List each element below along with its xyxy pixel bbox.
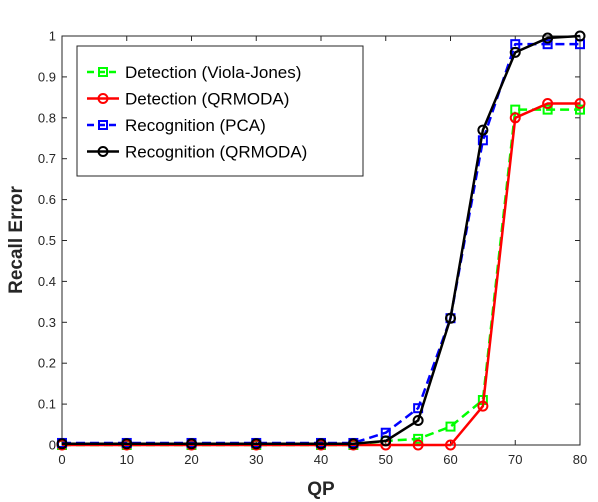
data-point xyxy=(380,435,392,447)
y-tick-label: 0.6 xyxy=(38,192,56,207)
data-point xyxy=(315,438,327,450)
y-tick-label: 0.8 xyxy=(38,110,56,125)
x-tick-label: 40 xyxy=(314,452,328,467)
data-point xyxy=(250,438,262,450)
data-point xyxy=(412,414,424,426)
data-point xyxy=(445,312,456,324)
y-tick-label: 0.9 xyxy=(38,69,56,84)
y-axis-title: Recall Error xyxy=(6,186,27,294)
data-point xyxy=(542,104,553,115)
y-tick-label: 0.2 xyxy=(38,356,56,371)
y-tick-label: 0.7 xyxy=(38,151,56,166)
series-line xyxy=(62,34,581,446)
data-point xyxy=(574,97,586,109)
x-tick-label: 50 xyxy=(379,452,393,467)
x-tick-label: 80 xyxy=(573,452,587,467)
x-tick-label: 10 xyxy=(120,452,134,467)
data-point xyxy=(121,438,133,450)
legend-marker xyxy=(98,67,108,77)
x-tick-label: 60 xyxy=(443,452,457,467)
y-tick-label: 0.4 xyxy=(38,274,56,289)
y-tick-label: 0.1 xyxy=(38,397,56,412)
legend-item: Detection (QRMODA) xyxy=(87,90,289,109)
legend-box xyxy=(76,45,364,177)
data-point xyxy=(509,46,521,58)
data-point xyxy=(445,421,456,432)
data-point xyxy=(542,39,553,50)
legend-item: Recognition (QRMODA) xyxy=(87,143,307,162)
x-tick-label: 0 xyxy=(58,452,65,467)
data-point xyxy=(413,433,424,444)
legend-marker xyxy=(97,93,109,104)
legend-marker xyxy=(97,146,109,157)
data-point xyxy=(186,438,197,450)
data-point xyxy=(412,439,424,451)
x-tick-label: 20 xyxy=(184,452,198,467)
data-point xyxy=(509,112,521,124)
data-point xyxy=(574,30,586,42)
legend-label: Recognition (QRMODA) xyxy=(125,143,307,162)
series-layer xyxy=(56,30,586,451)
legend-label: Detection (Viola-Jones) xyxy=(125,63,301,82)
legend-label: Recognition (PCA) xyxy=(125,116,266,135)
x-tick-label: 70 xyxy=(508,452,522,467)
x-tick-label: 30 xyxy=(249,452,263,467)
legend-label: Detection (QRMODA) xyxy=(125,90,289,109)
y-tick-label: 1 xyxy=(49,29,56,44)
legend: Detection (Viola-Jones) Detection (QRMODA… xyxy=(76,45,364,177)
y-tick-label: 0.3 xyxy=(38,315,56,330)
data-point xyxy=(575,104,585,115)
data-point xyxy=(542,32,554,44)
series-4 xyxy=(56,30,586,450)
y-tick-label: 0.5 xyxy=(38,233,56,248)
legend-item: Detection (Viola-Jones) xyxy=(87,63,301,82)
x-axis-title: QP xyxy=(307,479,335,500)
legend-item: Recognition (PCA) xyxy=(87,116,266,135)
data-point xyxy=(477,124,489,136)
data-point xyxy=(477,400,489,412)
legend-marker xyxy=(98,120,108,130)
data-point xyxy=(445,439,456,451)
y-tick-label: 0 xyxy=(49,438,56,453)
data-point xyxy=(542,97,554,109)
data-point xyxy=(56,438,68,450)
data-point xyxy=(347,438,359,450)
